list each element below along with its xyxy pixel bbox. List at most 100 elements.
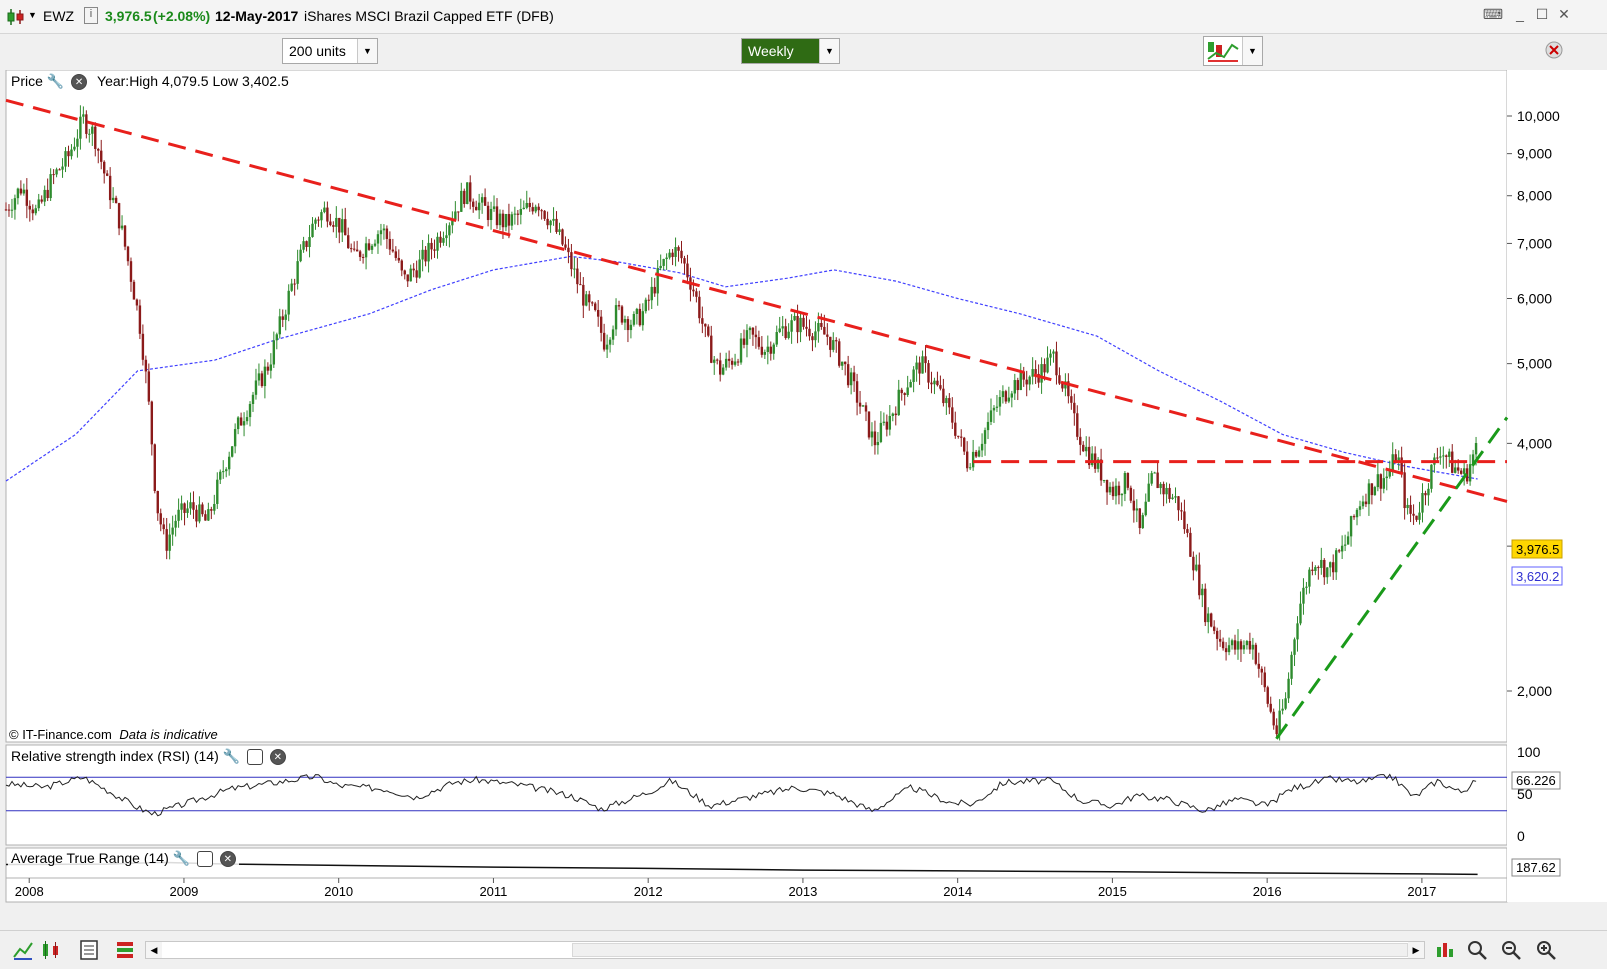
interval-select[interactable]: Weekly ▼ xyxy=(741,38,840,64)
zoom-fit-icon[interactable] xyxy=(1466,939,1488,961)
candle-body xyxy=(894,413,897,416)
chart-type-icon[interactable] xyxy=(12,939,34,961)
candle-body xyxy=(1361,501,1365,507)
candle-body xyxy=(213,503,216,511)
keyboard-icon[interactable]: ⌨ xyxy=(1482,6,1504,22)
candle-body xyxy=(28,205,32,210)
price-panel-label[interactable]: Price xyxy=(11,73,43,89)
chevron-down-icon[interactable]: ▼ xyxy=(819,39,839,63)
candle-body xyxy=(528,202,531,208)
candle-body xyxy=(251,394,255,405)
scroll-left-icon[interactable]: ◀ xyxy=(146,942,162,958)
atr-tag: 187.62 xyxy=(1516,860,1556,875)
candle-body xyxy=(49,174,52,199)
candle-body xyxy=(1382,478,1386,489)
toolbar: 200 units ▼ Weekly ▼ ▼ xyxy=(0,35,1607,69)
candle-body xyxy=(1070,396,1073,403)
candle-body xyxy=(225,469,228,472)
candle-body xyxy=(617,305,621,307)
candle-body xyxy=(942,388,945,404)
candle-body xyxy=(576,268,579,285)
candle-body xyxy=(1245,641,1249,646)
candle-body xyxy=(376,234,380,244)
candle-body xyxy=(385,228,389,239)
candle-body xyxy=(364,243,368,258)
candle-body xyxy=(858,402,862,407)
candle-body xyxy=(1471,454,1475,465)
candle-body xyxy=(358,251,362,257)
info-icon[interactable]: i xyxy=(84,7,98,24)
candle-body xyxy=(1260,668,1263,673)
ma-tag: 3,620.2 xyxy=(1516,569,1559,584)
candle-body xyxy=(352,248,356,250)
candle-body xyxy=(1445,455,1448,457)
candle-body xyxy=(141,333,145,360)
candle-body xyxy=(314,219,317,224)
zoom-out-icon[interactable] xyxy=(1500,939,1522,961)
candle-body xyxy=(713,359,716,363)
close-icon[interactable]: ✕ xyxy=(71,74,88,91)
data-table-icon[interactable] xyxy=(78,939,100,961)
candle-body xyxy=(582,284,585,306)
zoom-in-icon[interactable] xyxy=(1535,939,1557,961)
price-tick-label: 7,000 xyxy=(1517,235,1552,251)
candles-icon[interactable] xyxy=(40,939,62,961)
candle-body xyxy=(335,217,338,227)
candlestick-icon[interactable] xyxy=(6,8,26,26)
candle-body xyxy=(1141,515,1144,529)
wrench-icon[interactable]: 🔧 xyxy=(222,748,241,764)
candle-body xyxy=(1355,509,1359,518)
close-icon[interactable]: ✕ xyxy=(1558,6,1570,22)
candle-body xyxy=(162,524,165,530)
time-tick-label: 2012 xyxy=(634,884,663,899)
candle-body xyxy=(1085,446,1088,452)
chevron-down-icon[interactable]: ▼ xyxy=(1242,37,1262,65)
candle-body xyxy=(442,238,445,243)
candle-body xyxy=(957,435,960,437)
candle-body xyxy=(427,242,430,262)
candle-body xyxy=(841,361,844,366)
candle-body xyxy=(1299,603,1302,624)
scroll-thumb[interactable] xyxy=(572,943,1408,957)
horizontal-scrollbar[interactable]: ◀ ▶ xyxy=(145,941,1425,959)
units-select[interactable]: 200 units ▼ xyxy=(282,38,378,64)
candle-body xyxy=(117,203,121,229)
symbol-label[interactable]: EWZ xyxy=(43,8,75,24)
candle-body xyxy=(787,331,790,339)
symbol-dropdown-icon[interactable]: ▼ xyxy=(28,10,37,20)
close-icon[interactable]: ✕ xyxy=(219,851,236,868)
candle-body xyxy=(817,322,820,332)
maximize-panel-icon[interactable] xyxy=(246,749,263,766)
candle-body xyxy=(1323,559,1326,578)
candle-body xyxy=(233,429,237,447)
candle-body xyxy=(513,213,517,215)
chart-tools-select[interactable]: ▼ xyxy=(1203,36,1263,66)
candle-body xyxy=(16,188,20,199)
minimize-icon[interactable]: _ xyxy=(1516,6,1524,22)
maximize-panel-icon[interactable] xyxy=(196,851,213,868)
candle-body xyxy=(207,509,210,521)
interval-value: Weekly xyxy=(748,43,794,59)
add-indicator-icon[interactable] xyxy=(1434,939,1456,961)
pin-icon[interactable] xyxy=(1543,39,1565,65)
scroll-right-icon[interactable]: ▶ xyxy=(1408,942,1424,958)
candle-body xyxy=(948,398,951,408)
candle-body xyxy=(951,407,954,423)
chevron-down-icon[interactable]: ▼ xyxy=(357,39,377,63)
maximize-icon[interactable]: ☐ xyxy=(1535,6,1549,22)
candle-body xyxy=(1123,473,1127,494)
rsi-panel-label[interactable]: Relative strength index (RSI) (14) xyxy=(11,748,219,764)
wrench-icon[interactable]: 🔧 xyxy=(172,850,191,866)
candle-body xyxy=(1076,413,1079,437)
candle-body xyxy=(799,317,802,333)
candle-body xyxy=(1049,353,1052,358)
candle-body xyxy=(76,138,79,147)
candle-body xyxy=(656,267,659,294)
candle-body xyxy=(733,361,737,365)
atr-panel-label[interactable]: Average True Range (14) xyxy=(11,850,169,866)
candle-body xyxy=(415,270,418,278)
close-icon[interactable]: ✕ xyxy=(269,749,286,766)
candle-body xyxy=(1329,562,1332,568)
order-book-icon[interactable] xyxy=(114,939,136,961)
wrench-icon[interactable]: 🔧 xyxy=(46,73,65,89)
